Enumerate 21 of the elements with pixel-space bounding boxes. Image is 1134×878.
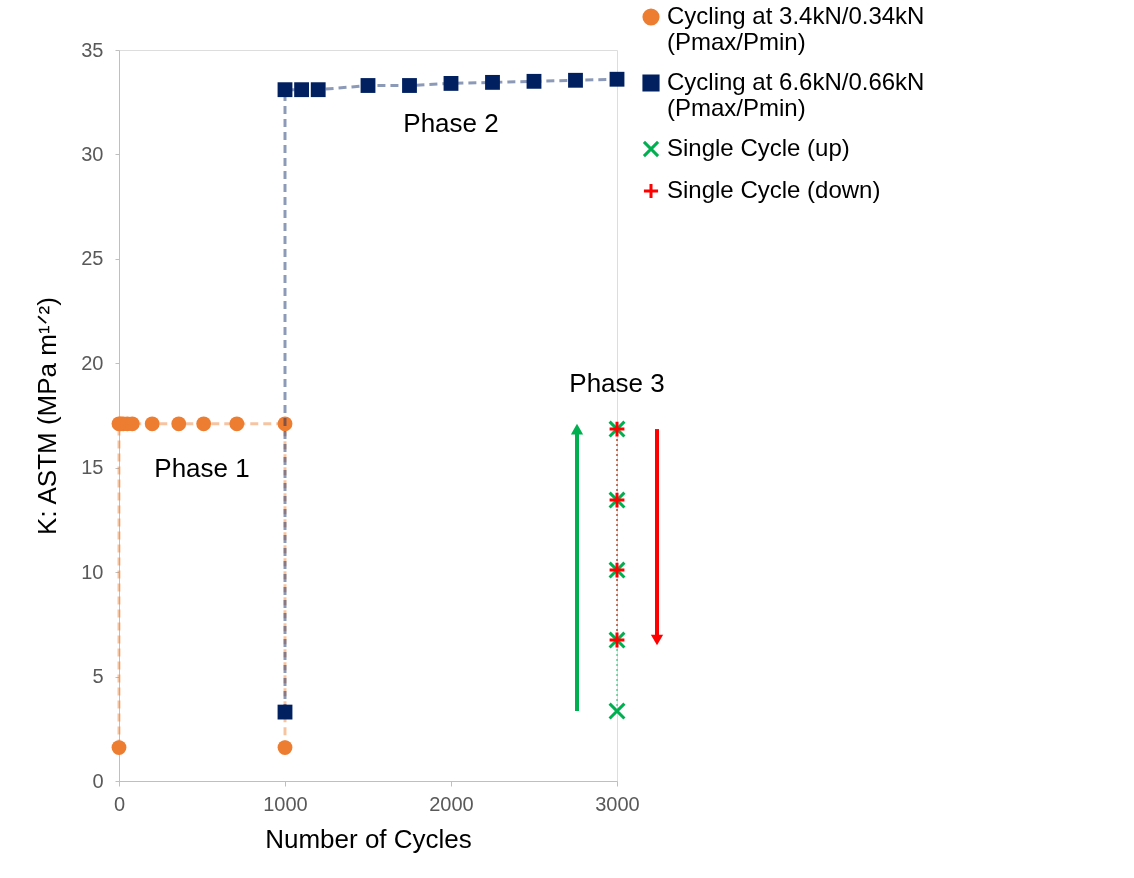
legend-label: Single Cycle (up) <box>667 134 850 161</box>
x-tick-label: 2000 <box>429 792 474 815</box>
y-tick-label: 5 <box>92 665 104 688</box>
y-tick-label: 30 <box>81 142 104 165</box>
legend-label: Cycling at 3.4kN/0.34kN (Pmax/Pmin) <box>667 2 925 55</box>
y-axis-title: K: ASTM (MPa m¹ᐟ²) <box>32 297 63 535</box>
x-tick-label: 1000 <box>263 792 308 815</box>
x-axis-title: Number of Cycles <box>265 823 472 854</box>
legend-label: Cycling at 6.6kN/0.66kN (Pmax/Pmin) <box>667 68 925 121</box>
y-tick-label: 25 <box>81 247 104 270</box>
y-tick-label: 35 <box>81 38 104 61</box>
y-tick-label: 10 <box>81 560 104 583</box>
y-tick-label: 0 <box>92 769 104 792</box>
x-tick-label: 3000 <box>595 792 640 815</box>
x-tick-label: 0 <box>113 792 126 815</box>
y-tick-label: 20 <box>81 351 104 374</box>
y-tick-label: 15 <box>81 456 104 479</box>
annotation: Phase 3 <box>569 368 665 399</box>
annotation: Phase 1 <box>154 452 250 483</box>
legend-label: Single Cycle (down) <box>667 176 881 203</box>
annotation: Phase 2 <box>403 108 499 139</box>
